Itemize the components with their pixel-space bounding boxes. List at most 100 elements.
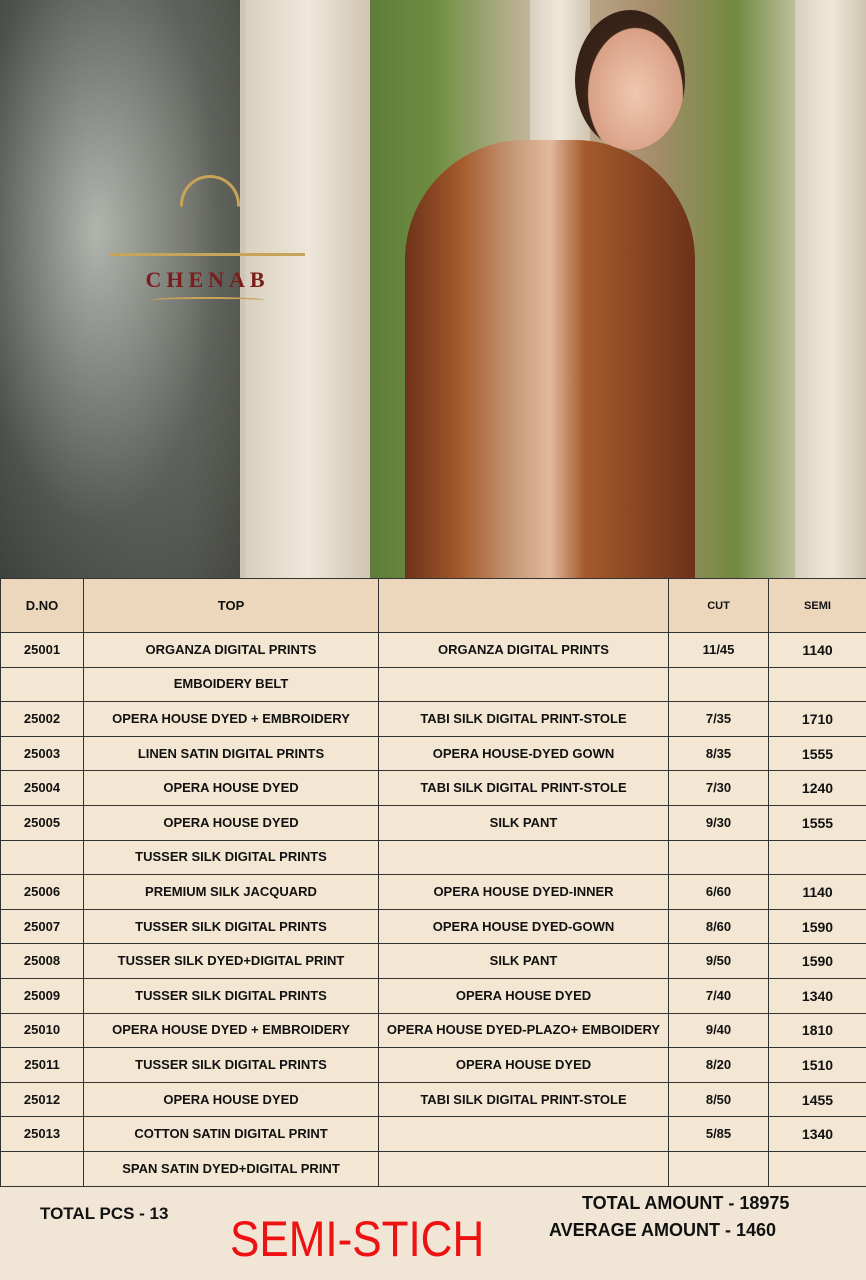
total-amount: TOTAL AMOUNT - 18975: [582, 1193, 790, 1213]
cell-top: TUSSER SILK DIGITAL PRINTS: [83, 1047, 379, 1083]
cell-cut: 7/30: [668, 770, 769, 806]
table-row: SPAN SATIN DYED+DIGITAL PRINT: [0, 1150, 866, 1187]
table-header-row: D.NO TOP CUT SEMI: [0, 578, 866, 633]
cell-cut: 7/35: [668, 701, 769, 737]
table-row: 25013 COTTON SATIN DIGITAL PRINT 5/85 1340: [0, 1116, 866, 1152]
cell-bottom: TABI SILK DIGITAL PRINT-STOLE: [378, 770, 669, 806]
cell-semi: 1555: [768, 804, 866, 841]
price-table: D.NO TOP CUT SEMI 25001 ORGANZA DIGITAL P…: [0, 578, 866, 1187]
cell-cut: 7/40: [668, 977, 769, 1014]
cell-semi: 1510: [768, 1047, 866, 1083]
cell-semi: 1340: [768, 977, 866, 1014]
cell-dno: 25013: [0, 1116, 84, 1152]
cell-bottom: [378, 1150, 669, 1187]
cell-top: OPERA HOUSE DYED + EMBROIDERY: [83, 701, 379, 737]
cell-dno: 25001: [0, 632, 84, 668]
cell-top: OPERA HOUSE DYED: [83, 1081, 379, 1118]
cell-cut: 9/50: [668, 943, 769, 979]
cell-semi: 1455: [768, 1081, 866, 1118]
cell-bottom: OPERA HOUSE DYED: [378, 977, 669, 1014]
cell-bottom: SILK PANT: [378, 943, 669, 979]
cell-bottom: TABI SILK DIGITAL PRINT-STOLE: [378, 701, 669, 737]
cell-dno: [0, 839, 84, 876]
cell-top: TUSSER SILK DIGITAL PRINTS: [83, 908, 379, 945]
pillar: [245, 0, 370, 578]
model-photo: CHENAB: [0, 0, 866, 578]
table-row: 25008 TUSSER SILK DYED+DIGITAL PRINT SILK …: [0, 943, 866, 979]
cell-bottom: OPERA HOUSE DYED-GOWN: [378, 908, 669, 945]
cell-top: OPERA HOUSE DYED: [83, 770, 379, 806]
cell-bottom: OPERA HOUSE DYED: [378, 1047, 669, 1083]
cell-bottom: ORGANZA DIGITAL PRINTS: [378, 632, 669, 668]
cell-dno: 25009: [0, 977, 84, 1014]
cell-cut: 5/85: [668, 1116, 769, 1152]
table-row: EMBOIDERY BELT: [0, 666, 866, 703]
hanger-icon: [180, 175, 240, 207]
cell-bottom: OPERA HOUSE DYED-PLAZO+ EMBOIDERY: [378, 1012, 669, 1049]
table-row: 25007 TUSSER SILK DIGITAL PRINTS OPERA HOU…: [0, 908, 866, 945]
header-semi: SEMI: [768, 578, 866, 633]
cell-dno: 25005: [0, 804, 84, 841]
table-row: 25002 OPERA HOUSE DYED + EMBROIDERY TABI S…: [0, 701, 866, 737]
brand-logo: CHENAB: [110, 175, 305, 315]
cell-dno: 25004: [0, 770, 84, 806]
cell-bottom: TABI SILK DIGITAL PRINT-STOLE: [378, 1081, 669, 1118]
table-row: 25001 ORGANZA DIGITAL PRINTS ORGANZA DIGIT…: [0, 632, 866, 668]
cell-dno: [0, 666, 84, 703]
header-dno: D.NO: [0, 578, 84, 633]
cell-dno: 25006: [0, 874, 84, 910]
table-row: 25004 OPERA HOUSE DYED TABI SILK DIGITAL P…: [0, 770, 866, 806]
fountain-background: [0, 0, 240, 578]
cell-dno: 25002: [0, 701, 84, 737]
cell-semi: 1590: [768, 943, 866, 979]
cell-dno: 25012: [0, 1081, 84, 1118]
cell-top: TUSSER SILK DYED+DIGITAL PRINT: [83, 943, 379, 979]
model-dress: [405, 140, 695, 578]
cell-semi: [768, 666, 866, 703]
cell-semi: [768, 839, 866, 876]
cell-top: ORGANZA DIGITAL PRINTS: [83, 632, 379, 668]
cell-cut: 8/60: [668, 908, 769, 945]
cell-top: LINEN SATIN DIGITAL PRINTS: [83, 735, 379, 772]
cell-bottom: OPERA HOUSE-DYED GOWN: [378, 735, 669, 772]
cell-semi: 1240: [768, 770, 866, 806]
cell-semi: 1340: [768, 1116, 866, 1152]
cell-cut: 11/45: [668, 632, 769, 668]
cell-bottom: OPERA HOUSE DYED-INNER: [378, 874, 669, 910]
table-row: 25011 TUSSER SILK DIGITAL PRINTS OPERA HOU…: [0, 1047, 866, 1083]
brand-name: CHENAB: [145, 267, 270, 292]
cell-dno: 25003: [0, 735, 84, 772]
cell-semi: 1140: [768, 874, 866, 910]
average-amount: AVERAGE AMOUNT - 1460: [549, 1220, 777, 1240]
cell-bottom: [378, 1116, 669, 1152]
header-bottom: [378, 578, 669, 633]
cell-dno: 25007: [0, 908, 84, 945]
cell-cut: 8/50: [668, 1081, 769, 1118]
model-head: [575, 10, 685, 150]
cell-cut: 8/20: [668, 1047, 769, 1083]
table-row: 25006 PREMIUM SILK JACQUARD OPERA HOUSE DY…: [0, 874, 866, 910]
cell-cut: 9/40: [668, 1012, 769, 1049]
table-row: 25010 OPERA HOUSE DYED + EMBROIDERY OPERA …: [0, 1012, 866, 1049]
cell-cut: 8/35: [668, 735, 769, 772]
cell-bottom: [378, 839, 669, 876]
cell-semi: 1140: [768, 632, 866, 668]
cell-cut: 9/30: [668, 804, 769, 841]
cell-semi: 1555: [768, 735, 866, 772]
total-pcs: TOTAL PCS - 13: [40, 1204, 169, 1223]
table-row: TUSSER SILK DIGITAL PRINTS: [0, 839, 866, 876]
cell-bottom: SILK PANT: [378, 804, 669, 841]
cell-dno: 25008: [0, 943, 84, 979]
cell-top: EMBOIDERY BELT: [83, 666, 379, 703]
cell-top: SPAN SATIN DYED+DIGITAL PRINT: [83, 1150, 379, 1187]
pillar: [795, 0, 866, 578]
cell-bottom: [378, 666, 669, 703]
cell-dno: [0, 1150, 84, 1187]
semi-stich-title: SEMI-STICH: [230, 1211, 485, 1267]
cell-semi: 1810: [768, 1012, 866, 1049]
table-row: 25009 TUSSER SILK DIGITAL PRINTS OPERA HOU…: [0, 977, 866, 1014]
cell-cut: [668, 839, 769, 876]
cell-dno: 25010: [0, 1012, 84, 1049]
cell-top: PREMIUM SILK JACQUARD: [83, 874, 379, 910]
cell-top: TUSSER SILK DIGITAL PRINTS: [83, 977, 379, 1014]
